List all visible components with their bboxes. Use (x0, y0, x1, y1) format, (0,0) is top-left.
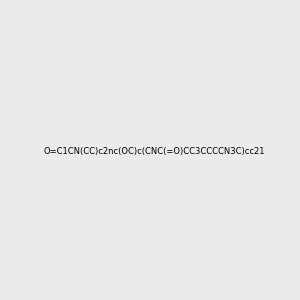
Text: O=C1CN(CC)c2nc(OC)c(CNC(=O)CC3CCCCN3C)cc21: O=C1CN(CC)c2nc(OC)c(CNC(=O)CC3CCCCN3C)cc… (43, 147, 265, 156)
